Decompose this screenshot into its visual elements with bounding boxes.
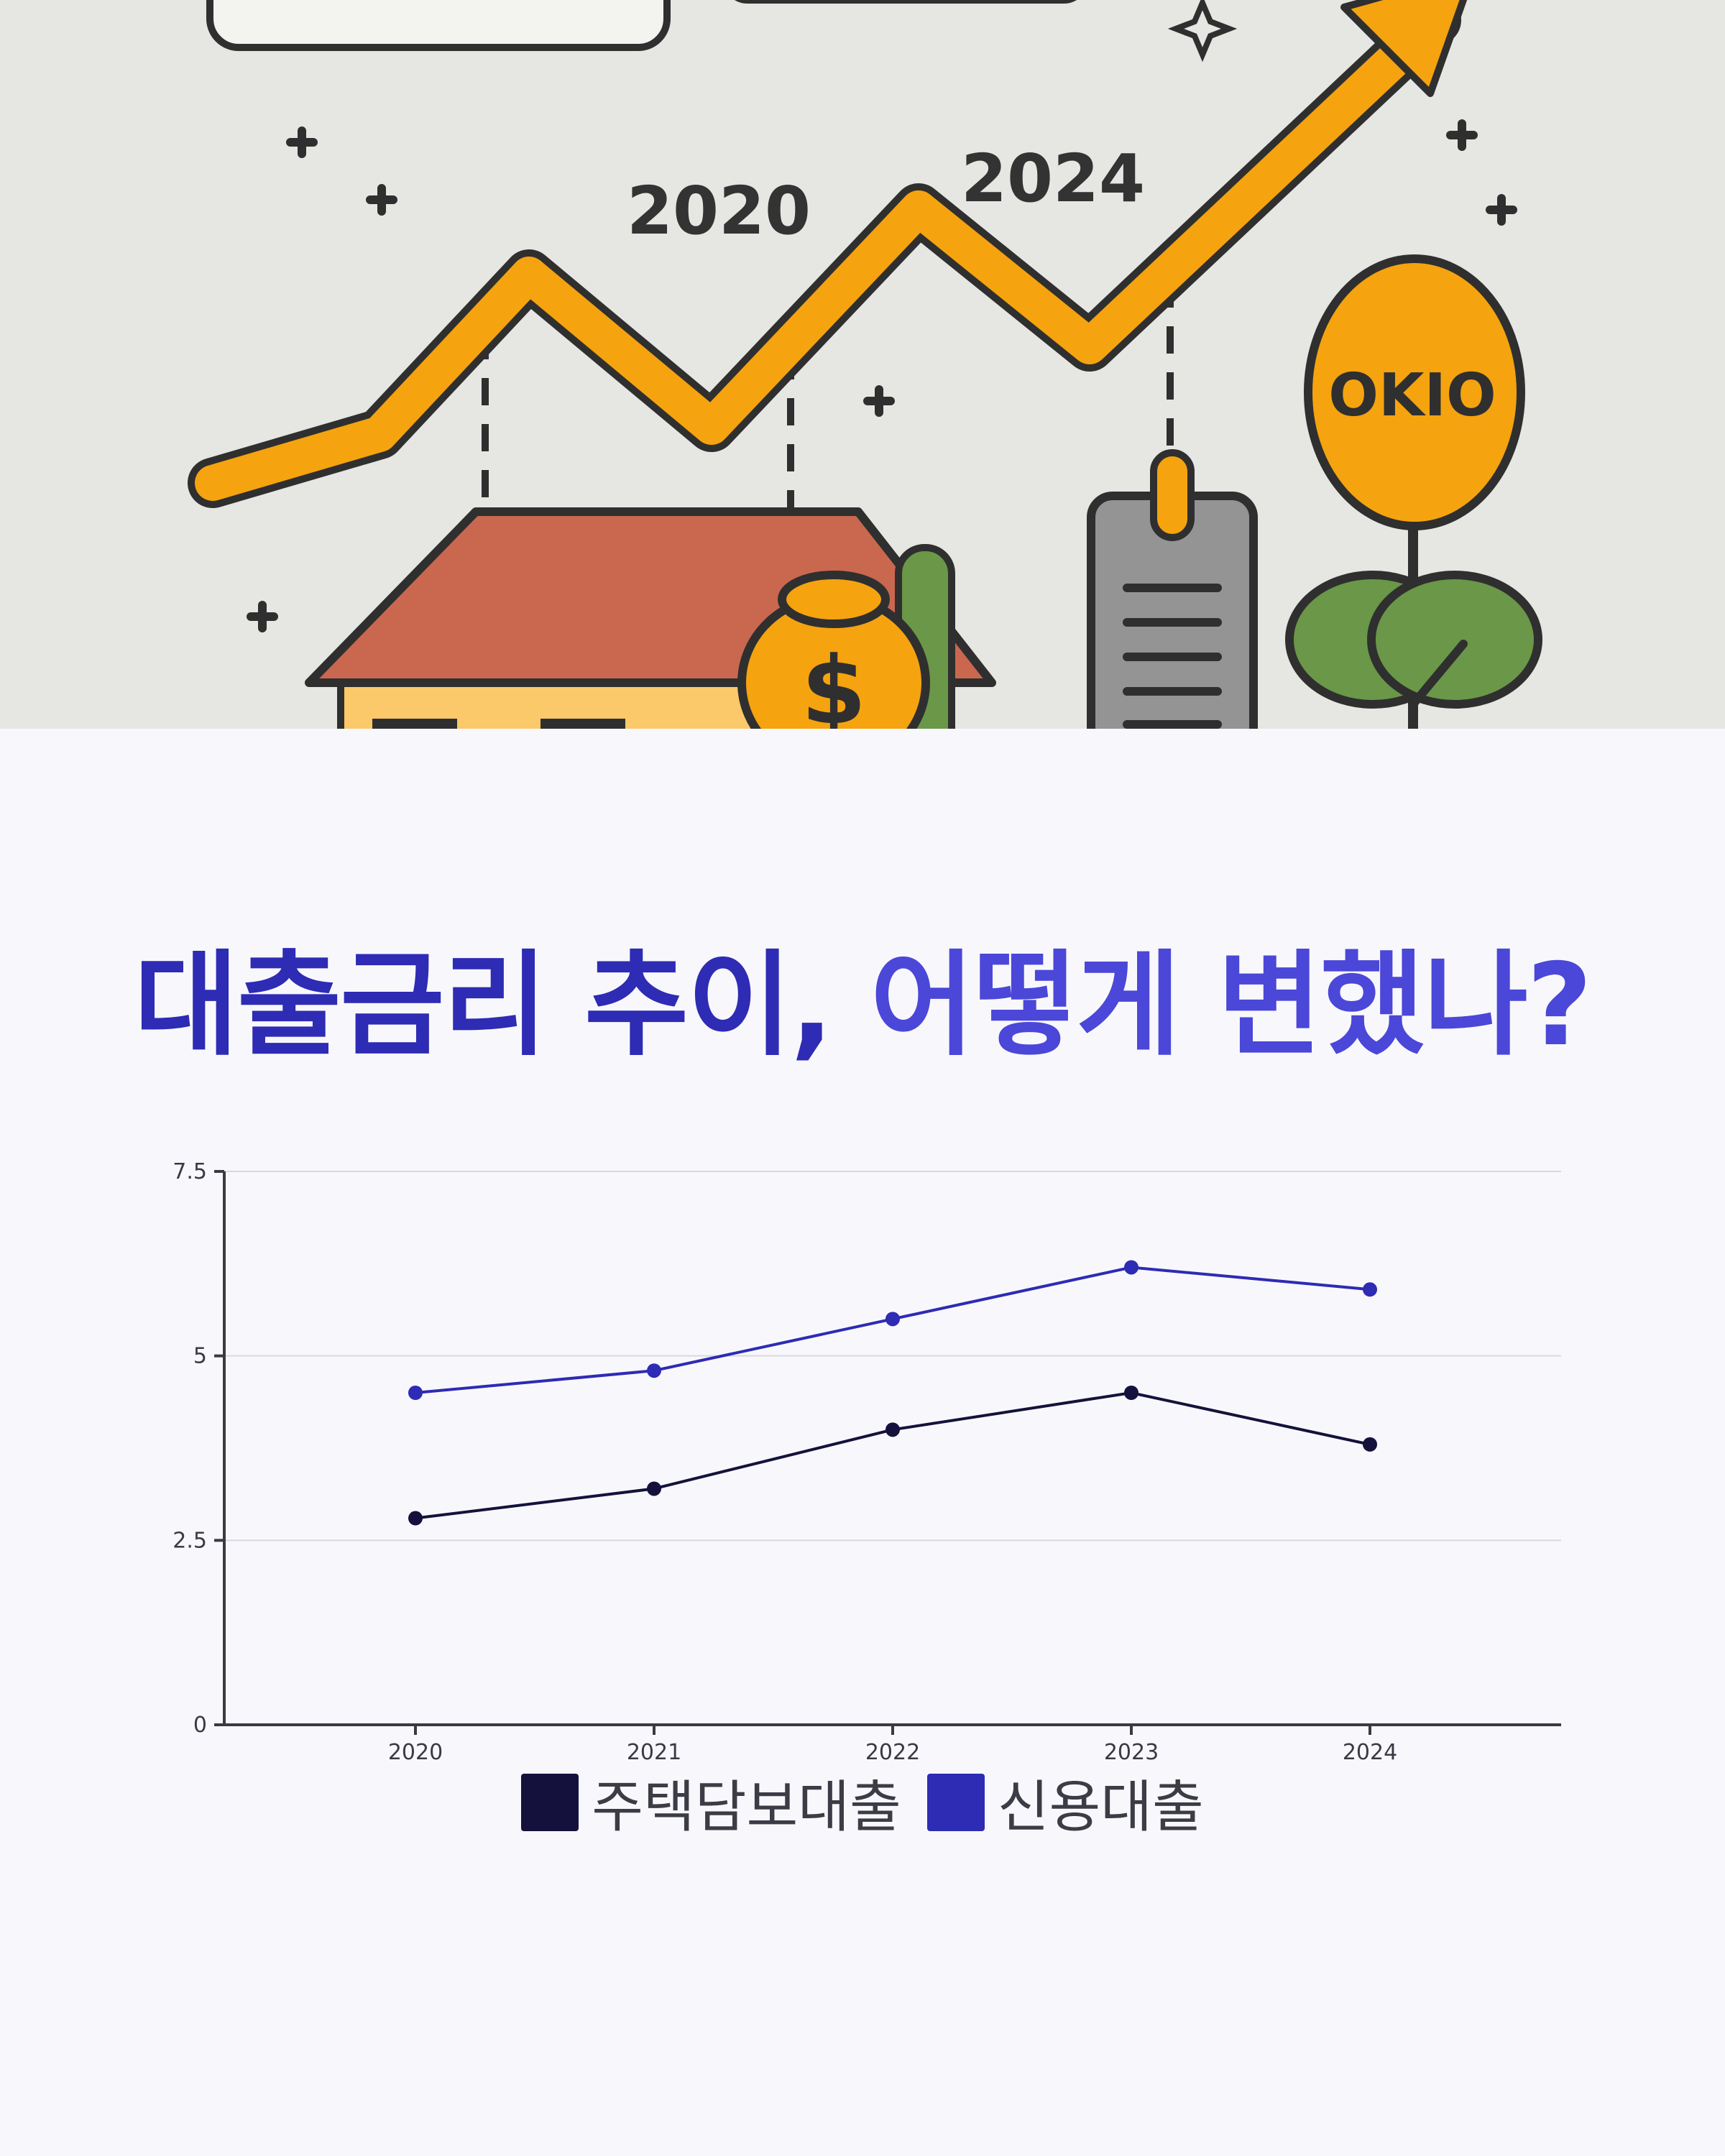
y-tick-label: 5 bbox=[193, 1344, 207, 1369]
chart-grid bbox=[224, 1171, 1561, 1542]
data-point bbox=[408, 1386, 423, 1400]
data-point bbox=[647, 1481, 661, 1496]
data-point bbox=[886, 1422, 900, 1437]
title-part-primary: 대출금리 추이, bbox=[134, 939, 870, 1072]
year-label-2024: 2024 bbox=[961, 140, 1145, 217]
data-point bbox=[886, 1312, 900, 1327]
hanging-strings bbox=[482, 280, 1174, 517]
dollar-sign: $ bbox=[801, 636, 866, 729]
x-tick-label: 2021 bbox=[627, 1740, 681, 1765]
title-part-accent: 어떻게 변했나? bbox=[870, 939, 1593, 1072]
chart-legend: 주택담보대출 신용대출 bbox=[0, 1762, 1725, 1843]
cloud-left bbox=[206, 0, 671, 51]
x-tick-label: 2022 bbox=[865, 1740, 920, 1765]
legend-item-mortgage: 주택담보대출 bbox=[521, 1762, 901, 1843]
y-tick-label: 7.5 bbox=[172, 1159, 207, 1184]
receipt-tag-icon bbox=[1087, 449, 1258, 729]
page-title: 대출금리 추이, 어떻게 변했나? bbox=[0, 949, 1725, 1062]
data-point bbox=[647, 1363, 661, 1378]
plus-marks bbox=[247, 119, 1517, 632]
x-tick-label: 2024 bbox=[1343, 1740, 1397, 1765]
legend-swatch-credit bbox=[926, 1774, 985, 1831]
y-tick-label: 0 bbox=[193, 1713, 207, 1738]
legend-label-mortgage: 주택담보대출 bbox=[592, 1775, 901, 1840]
coin-label: OKIO bbox=[1328, 361, 1496, 430]
chart-axes: 0 2.5 5 7.5 2020 2021 2022 2023 2024 bbox=[172, 1159, 1561, 1765]
data-point bbox=[1363, 1437, 1377, 1452]
sparkle-icon bbox=[1167, 0, 1238, 63]
legend-item-credit: 신용대출 bbox=[926, 1762, 1204, 1843]
x-tick-label: 2023 bbox=[1104, 1740, 1159, 1765]
coin-plant-icon: OKIO bbox=[1285, 254, 1542, 729]
hero-illustration: 2020 2024 $ OKIO bbox=[0, 0, 1725, 729]
data-point bbox=[1363, 1282, 1377, 1297]
chart-points bbox=[408, 1260, 1377, 1526]
legend-swatch-mortgage bbox=[521, 1774, 579, 1831]
legend-label-credit: 신용대출 bbox=[997, 1775, 1204, 1840]
chart-lines bbox=[415, 1266, 1371, 1520]
rising-arrow bbox=[195, 2, 1454, 501]
arrow-head-icon bbox=[1340, 0, 1468, 97]
data-point bbox=[408, 1511, 423, 1526]
data-point bbox=[1124, 1260, 1138, 1275]
series-line-0 bbox=[415, 1391, 1371, 1520]
line-chart: 0 2.5 5 7.5 2020 2021 2022 2023 2024 bbox=[172, 1159, 1561, 1765]
series-line-1 bbox=[415, 1266, 1371, 1394]
data-point bbox=[1124, 1386, 1138, 1400]
money-bag-icon: $ bbox=[737, 571, 930, 729]
x-tick-label: 2020 bbox=[388, 1740, 443, 1765]
year-label-2020: 2020 bbox=[627, 172, 811, 249]
y-tick-label: 2.5 bbox=[172, 1528, 207, 1553]
